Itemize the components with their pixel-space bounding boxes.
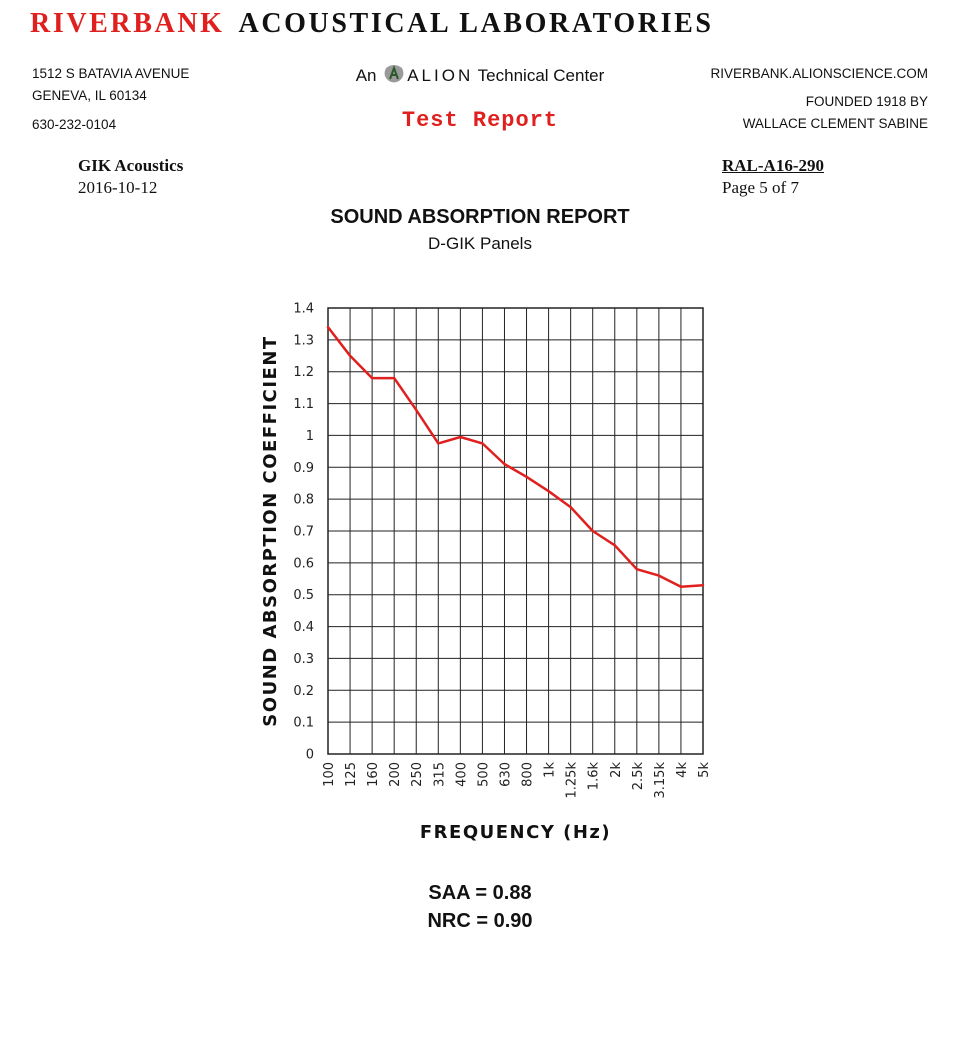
absorption-chart: 0 0.1 0.2 0.3 0.4 0.5 0.6 0.7 0.8 0.9 1 1.1 1.2 1.3 1.… — [260, 302, 712, 844]
data-point — [591, 529, 594, 533]
y-axis-label: SOUND ABSORPTION COEFFICIENT — [260, 335, 281, 726]
x-tick-label: 3.15k — [653, 762, 668, 799]
data-point — [503, 462, 506, 466]
y-tick-label: 1.1 — [293, 397, 314, 412]
data-point — [679, 585, 683, 588]
data-point — [525, 475, 528, 479]
data-point — [392, 376, 396, 380]
x-tick-label: 2k — [609, 762, 624, 778]
tagline-prefix: An — [355, 66, 377, 85]
lab-name: RIVERBANK ACOUSTICAL LABORATORIES — [30, 8, 714, 40]
founder-line: WALLACE CLEMENT SABINE — [742, 116, 928, 131]
x-tick-label: 500 — [476, 762, 491, 787]
y-tick-label: 1.4 — [293, 302, 314, 317]
absorption-series-line — [327, 326, 704, 589]
y-tick-label: 0.7 — [293, 525, 314, 540]
x-tick-label: 1.25k — [565, 762, 580, 799]
y-tick-label: 0.5 — [293, 588, 314, 603]
y-tick-label: 0.2 — [293, 684, 314, 699]
y-tick-label: 0.9 — [293, 461, 314, 476]
data-point — [547, 489, 550, 493]
tagline-company: ALION — [407, 66, 474, 85]
data-point — [481, 442, 484, 445]
x-tick-label: 250 — [410, 762, 425, 787]
phone-number: 630-232-0104 — [32, 117, 117, 132]
page-number: Page 5 of 7 — [722, 178, 799, 197]
x-tick-label: 630 — [498, 762, 513, 787]
y-tick-label: 0.4 — [293, 620, 314, 635]
saa-value: SAA = 0.88 — [428, 882, 532, 904]
y-tick-label: 1 — [306, 429, 314, 444]
founded-line: FOUNDED 1918 BY — [805, 94, 928, 109]
y-tick-label: 1.2 — [293, 365, 314, 380]
data-point — [415, 408, 418, 412]
alion-logo-icon — [383, 64, 405, 89]
x-tick-label: 315 — [432, 762, 447, 787]
y-tick-label: 0 — [306, 748, 314, 763]
data-point — [657, 574, 661, 577]
tagline-suffix: Technical Center — [477, 66, 605, 85]
x-tick-label: 4k — [675, 762, 690, 778]
x-axis-label: FREQUENCY (Hz) — [420, 822, 611, 843]
report-number: RAL-A16-290 — [722, 156, 824, 175]
data-point — [459, 435, 462, 439]
data-point — [701, 583, 705, 587]
x-tick-label: 200 — [388, 762, 403, 787]
report-subtitle: D-GIK Panels — [428, 234, 532, 253]
data-point — [613, 544, 616, 547]
website: RIVERBANK.ALIONSCIENCE.COM — [710, 66, 928, 81]
x-tick-label: 1.6k — [587, 762, 602, 791]
data-point — [370, 376, 374, 380]
y-tick-label: 0.1 — [293, 716, 314, 731]
y-tick-label: 0.6 — [293, 556, 314, 571]
data-point — [348, 354, 352, 357]
x-tick-label: 2.5k — [631, 762, 646, 791]
report-date: 2016-10-12 — [78, 178, 158, 197]
data-point — [437, 442, 440, 445]
x-tick-label: 160 — [366, 762, 381, 787]
x-tick-label: 800 — [521, 762, 536, 787]
data-point — [635, 568, 639, 571]
x-tick-label: 400 — [454, 762, 469, 787]
lab-name-red: RIVERBANK — [30, 8, 225, 39]
x-tick-label: 1k — [543, 762, 558, 778]
alion-tagline: An ALION Technical Center — [0, 64, 960, 89]
lab-name-black: ACOUSTICAL LABORATORIES — [238, 8, 714, 39]
data-point — [326, 325, 330, 329]
report-title: SOUND ABSORPTION REPORT — [330, 206, 630, 228]
address-line-1: 1512 S BATAVIA AVENUE — [32, 66, 190, 81]
y-tick-label: 1.3 — [293, 333, 314, 348]
x-tick-label: 125 — [344, 762, 359, 787]
test-report-heading: Test Report — [401, 108, 559, 133]
nrc-value: NRC = 0.90 — [427, 910, 533, 932]
plot-frame — [327, 307, 704, 755]
y-tick-label: 0.8 — [293, 493, 314, 508]
x-tick-label: 5k — [697, 762, 712, 778]
x-tick-label: 100 — [322, 762, 337, 787]
y-tick-label: 0.3 — [293, 652, 314, 667]
data-point — [569, 505, 572, 509]
client-name: GIK Acoustics — [78, 156, 184, 175]
address-line-2: GENEVA, IL 60134 — [32, 88, 147, 103]
